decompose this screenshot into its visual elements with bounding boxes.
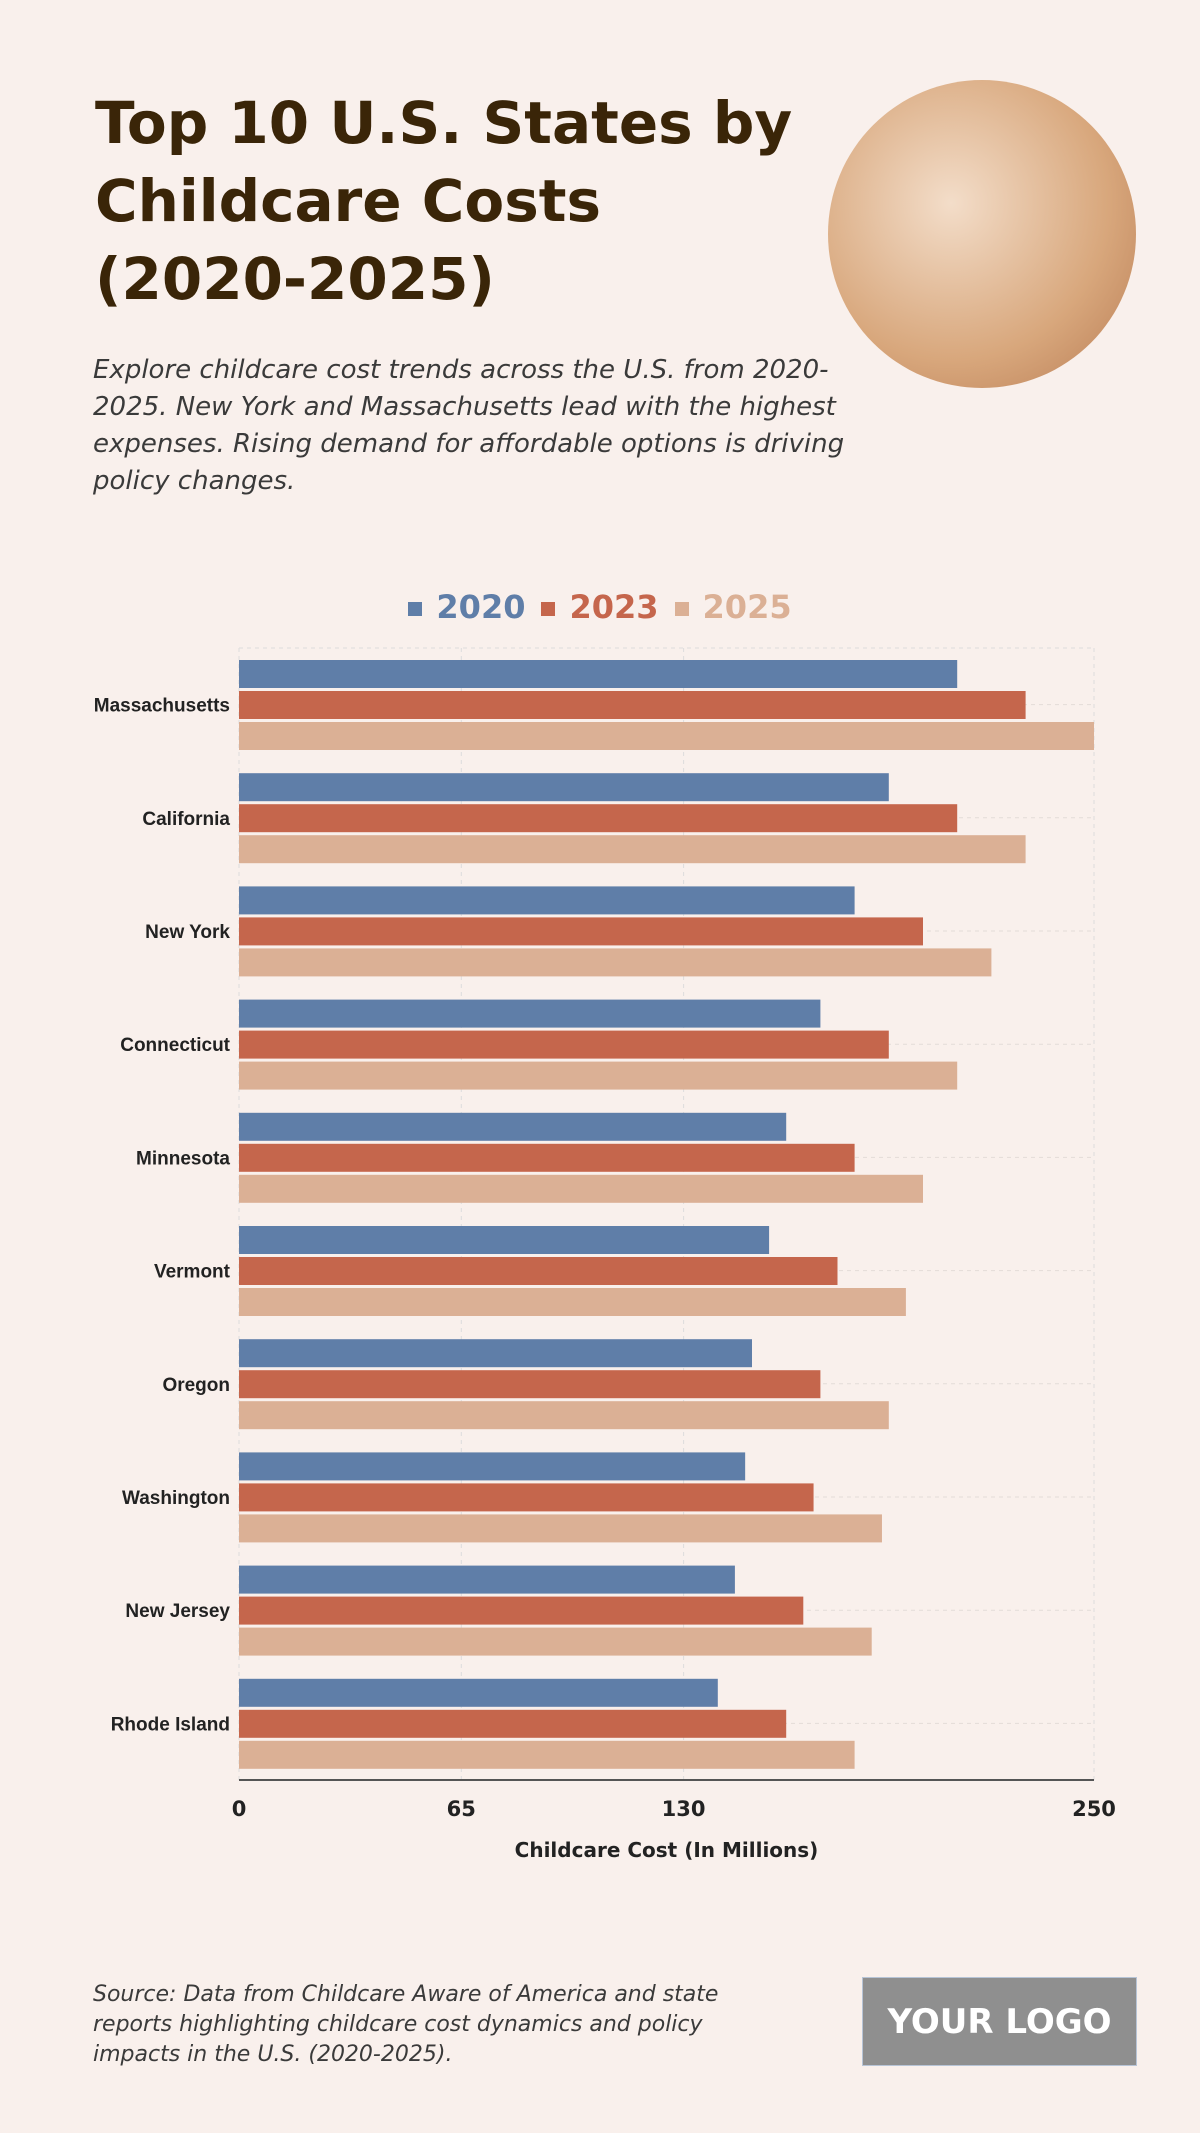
bar-2020 [239, 773, 889, 802]
category-label: New York [145, 922, 230, 943]
category-label: Vermont [154, 1262, 231, 1283]
legend-label: 2023 [569, 588, 659, 626]
x-tick-label: 0 [232, 1797, 247, 1821]
bar-2025 [239, 835, 1026, 864]
legend-swatch [541, 602, 556, 616]
bar-2023 [239, 691, 1026, 719]
page-title: Top 10 U.S. States by Childcare Costs (2… [95, 89, 793, 313]
bar-2020 [239, 1339, 752, 1368]
bar-2020 [239, 1678, 718, 1707]
category-label: California [142, 809, 230, 830]
bar-2020 [239, 660, 958, 688]
legend: 2020 2023 2025 [0, 588, 1200, 626]
bar-2023 [239, 1709, 787, 1738]
bar-2020 [239, 886, 855, 915]
legend-item-2023: 2023 [541, 588, 659, 626]
category-label: Oregon [162, 1375, 230, 1396]
bar-2025 [239, 1740, 855, 1769]
x-tick-label: 130 [662, 1797, 706, 1821]
bar-2023 [239, 1483, 814, 1512]
x-tick-label: 250 [1072, 1797, 1116, 1821]
bar-2020 [239, 1112, 787, 1141]
legend-item-2025: 2025 [674, 588, 792, 626]
category-label: Connecticut [120, 1035, 230, 1056]
bar-2023 [239, 1030, 889, 1059]
bar-2025 [239, 1288, 906, 1316]
bar-2023 [239, 1257, 838, 1285]
legend-swatch [408, 602, 423, 616]
bar-2025 [239, 1627, 872, 1656]
bar-2025 [239, 948, 992, 977]
bar-2020 [239, 1226, 770, 1254]
bar-2020 [239, 1452, 746, 1481]
child-photo [828, 80, 1136, 388]
category-label: Washington [122, 1488, 230, 1509]
category-label: New Jersey [125, 1601, 230, 1622]
bar-2023 [239, 1143, 855, 1172]
x-axis-title: Childcare Cost (In Millions) [515, 1838, 819, 1862]
bar-2023 [239, 1370, 821, 1399]
bar-2025 [239, 1514, 882, 1543]
category-label: Massachusetts [94, 696, 230, 717]
category-label: Minnesota [136, 1148, 230, 1169]
bar-2025 [239, 1174, 923, 1203]
bar-2025 [239, 722, 1094, 750]
category-label: Rhode Island [111, 1714, 230, 1735]
x-tick-label: 65 [447, 1797, 476, 1821]
bar-2020 [239, 1565, 735, 1594]
legend-label: 2025 [702, 588, 792, 626]
bar-2023 [239, 917, 923, 946]
bar-2020 [239, 999, 821, 1028]
bar-2025 [239, 1061, 958, 1090]
subtitle: Explore childcare cost trends across the… [93, 355, 845, 496]
legend-item-2020: 2020 [408, 588, 525, 626]
source-note: Source: Data from Childcare Aware of Ame… [93, 1982, 719, 2067]
legend-label: 2020 [436, 588, 526, 626]
logo-placeholder: YOUR LOGO [862, 1977, 1137, 2066]
legend-swatch [674, 602, 689, 616]
bar-2025 [239, 1401, 889, 1430]
bar-2023 [239, 804, 958, 833]
bar-2023 [239, 1596, 804, 1625]
bar-chart: Massachusetts California New York Connectic… [94, 647, 1116, 1862]
